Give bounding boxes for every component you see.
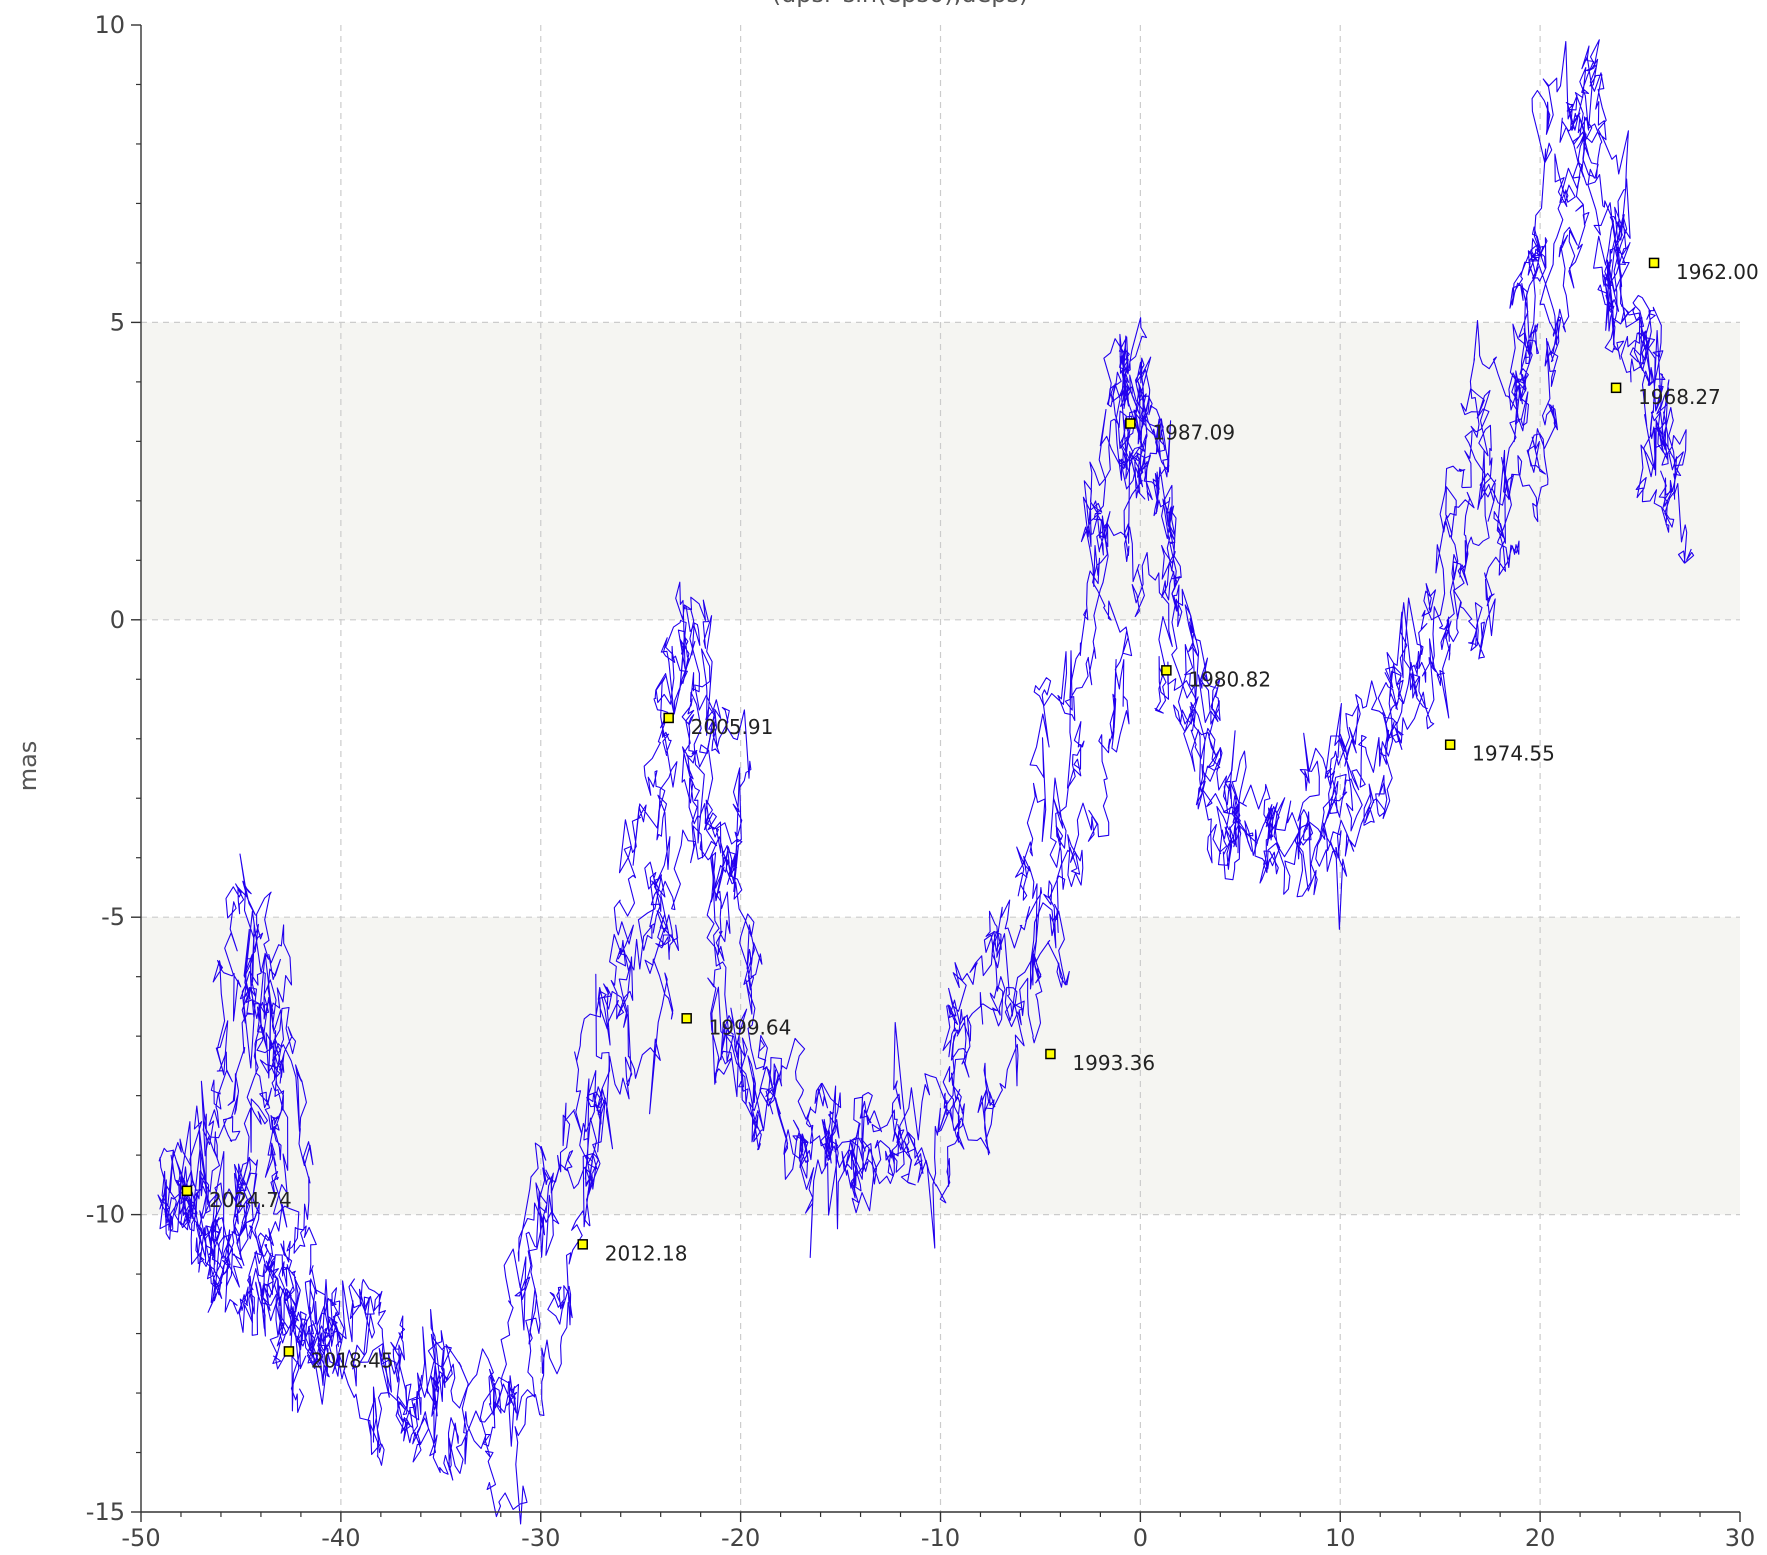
- epoch-marker: [1610, 382, 1622, 394]
- epoch-marker: [283, 1346, 295, 1357]
- epoch-marker: [1125, 418, 1136, 429]
- epoch-label: 1987.09: [1152, 421, 1235, 445]
- epoch-marker: [663, 712, 674, 724]
- epoch-label: 1962.00: [1676, 260, 1759, 284]
- epoch-marker: [1648, 257, 1660, 269]
- epoch-marker: [681, 1013, 692, 1024]
- y-tick-label: 0: [110, 606, 125, 634]
- epoch-marker: [1161, 665, 1172, 676]
- x-tick-label: 10: [1325, 1524, 1356, 1552]
- chart-title: (dpsi*sin(eps0),deps): [772, 0, 1029, 8]
- epoch-marker: [1045, 1048, 1056, 1060]
- epoch-label: 2018.45: [311, 1348, 394, 1372]
- epoch-label: 2005.91: [691, 715, 774, 739]
- epoch-label: 2024.74: [209, 1188, 292, 1212]
- series-line: [157, 41, 1670, 1423]
- x-tick-label: -30: [521, 1524, 560, 1552]
- x-tick-label: -50: [121, 1524, 160, 1552]
- shaded-band: [141, 917, 1740, 1215]
- epoch-label: 1993.36: [1072, 1051, 1155, 1075]
- x-tick-label: -40: [321, 1524, 360, 1552]
- y-tick-label: -5: [101, 903, 125, 931]
- series-line: [159, 45, 1684, 1465]
- series-line: [179, 39, 1695, 1525]
- x-tick-label: 30: [1725, 1524, 1756, 1552]
- x-tick-label: -10: [921, 1524, 960, 1552]
- grid-lines: [141, 25, 1740, 1512]
- y-axis-label: mas: [14, 741, 42, 792]
- epoch-marker: [181, 1185, 193, 1197]
- epoch-marker: [577, 1239, 588, 1250]
- y-tick-label: -10: [86, 1201, 125, 1229]
- y-tick-label: 10: [94, 11, 125, 39]
- series-trace: [157, 39, 1695, 1525]
- y-tick-label: 5: [110, 308, 125, 336]
- epoch-marker: [1444, 739, 1456, 750]
- x-tick-label: -20: [721, 1524, 760, 1552]
- epoch-label: 1999.64: [709, 1015, 792, 1039]
- epoch-markers: 1962.00 1968.27 1974.55 1980.82 1987.09 1993.…: [181, 257, 1759, 1372]
- x-tick-label: 0: [1133, 1524, 1148, 1552]
- epoch-label: 1968.27: [1638, 385, 1721, 409]
- epoch-label: 1980.82: [1188, 667, 1271, 691]
- y-tick-label: -15: [86, 1498, 125, 1526]
- epoch-label: 2012.18: [605, 1241, 688, 1265]
- x-tick-label: 20: [1525, 1524, 1556, 1552]
- epoch-label: 1974.55: [1472, 742, 1555, 766]
